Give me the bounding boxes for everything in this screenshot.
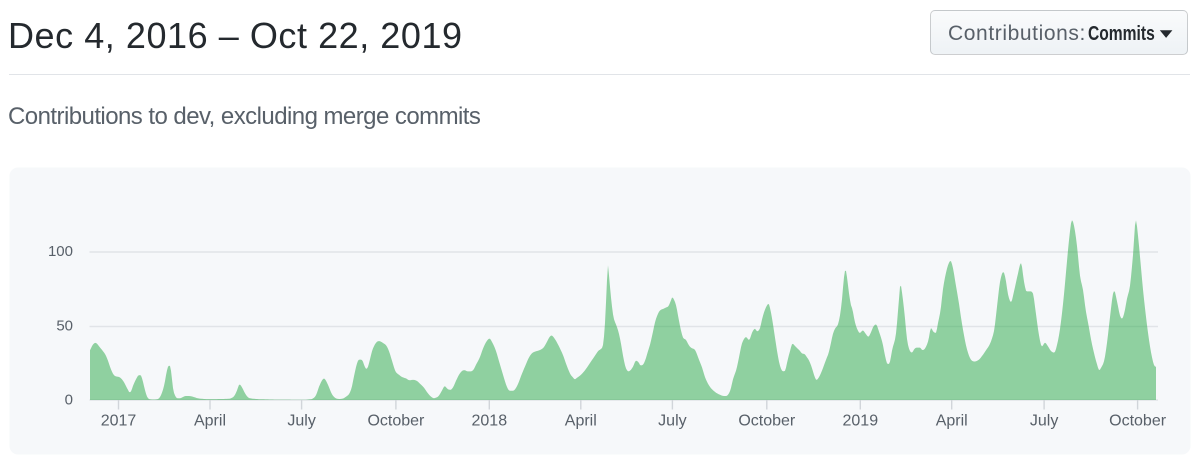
svg-text:July: July xyxy=(287,413,315,430)
svg-text:2019: 2019 xyxy=(843,413,879,430)
svg-text:October: October xyxy=(738,413,796,430)
svg-text:October: October xyxy=(367,413,425,430)
svg-text:July: July xyxy=(1030,413,1058,430)
svg-text:October: October xyxy=(1109,413,1167,430)
svg-text:2017: 2017 xyxy=(101,413,137,430)
svg-text:50: 50 xyxy=(56,318,73,335)
svg-text:July: July xyxy=(658,413,686,430)
svg-text:April: April xyxy=(194,413,226,430)
svg-text:2018: 2018 xyxy=(472,413,508,430)
svg-text:100: 100 xyxy=(48,243,73,260)
svg-text:0: 0 xyxy=(65,392,73,409)
svg-text:April: April xyxy=(565,413,597,430)
svg-text:April: April xyxy=(936,413,968,430)
